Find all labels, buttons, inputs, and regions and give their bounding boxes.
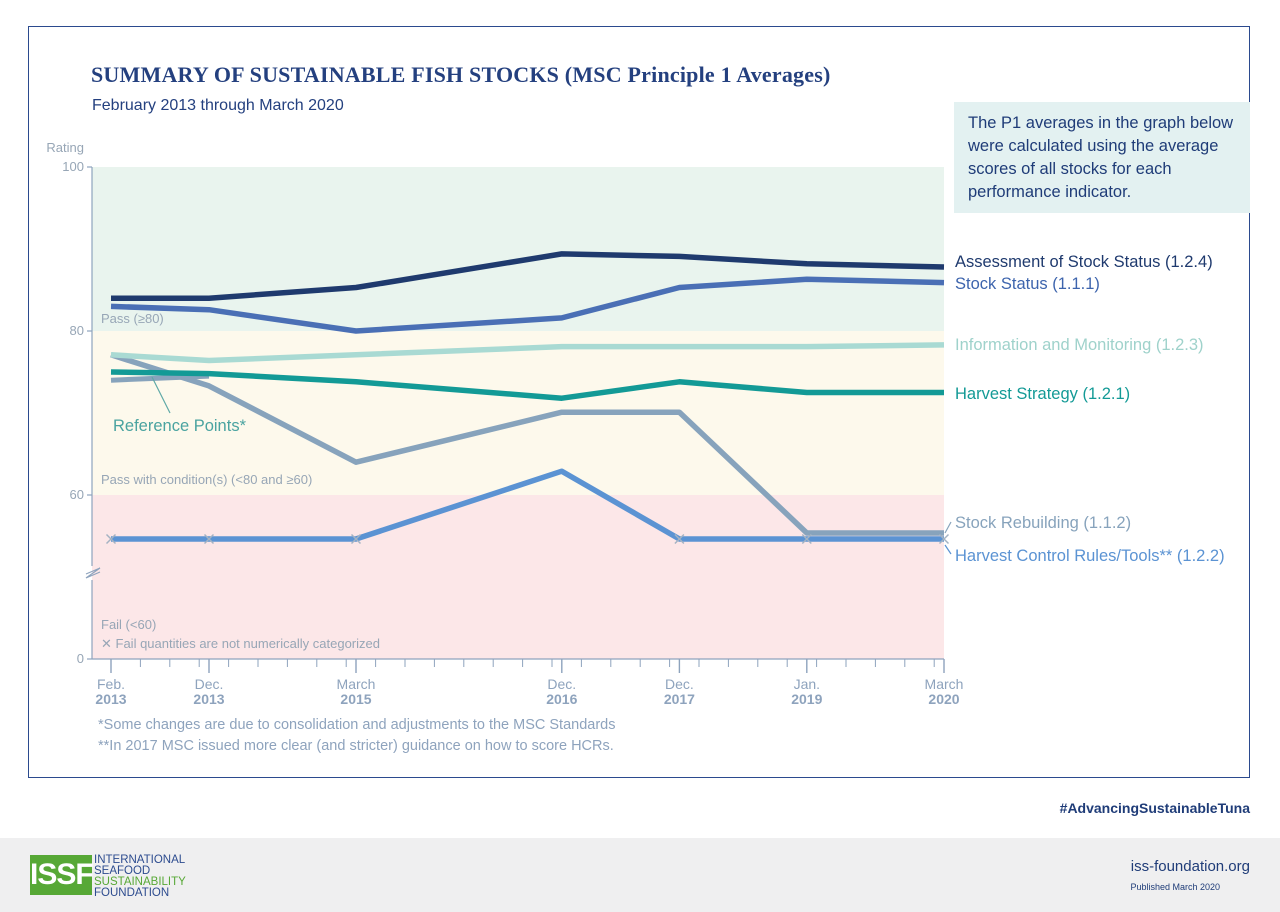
fail-marker: [203, 533, 215, 545]
rating-band: [92, 331, 944, 495]
label-connector: [151, 376, 171, 414]
y-tick-label: 80: [70, 323, 84, 338]
x-tick-label: 2013: [95, 691, 126, 707]
hashtag: #AdvancingSustainableTuna: [1059, 800, 1250, 816]
y-tick-label: 60: [70, 487, 84, 502]
issf-logo-mark: ISSF: [30, 855, 94, 895]
series-line: [110, 352, 944, 536]
x-tick-label: Feb.: [97, 676, 125, 692]
series-line: [110, 342, 945, 364]
rating-bands: Pass (≥80) Pass with condition(s) (<80 an…: [92, 167, 944, 659]
logo-text-line: INTERNATIONAL: [94, 854, 186, 866]
reference-points-label: Reference Points*: [113, 417, 247, 435]
x-tick-label: March: [337, 676, 376, 692]
x-tick-label: Jan.: [794, 676, 820, 692]
series-label: Stock Rebuilding (1.1.2): [955, 514, 1131, 532]
website-link[interactable]: iss-foundation.org: [1130, 858, 1250, 875]
x-tick-label: 2015: [340, 691, 371, 707]
x-tick-label: 2019: [791, 691, 822, 707]
chart-frame: [28, 26, 1250, 778]
band-label: Fail (<60): [101, 617, 156, 632]
series-line: [110, 369, 944, 401]
chart-axes: Rating10080600Feb.2013Dec.2013March2015D…: [46, 140, 963, 707]
logo-text-line: SEAFOOD: [94, 865, 151, 877]
series-label: Harvest Strategy (1.2.1): [955, 385, 1130, 403]
rating-band: [92, 495, 944, 659]
fail-marker: [674, 533, 685, 545]
fail-markers: [105, 533, 950, 545]
y-tick-label: 0: [77, 651, 84, 666]
fail-marker: [105, 533, 117, 545]
x-tick-label: 2013: [193, 691, 224, 707]
x-tick-label: 2020: [928, 691, 959, 707]
series-label: Assessment of Stock Status (1.2.4): [955, 253, 1213, 271]
band-label: Pass (≥80): [101, 311, 164, 326]
footer-bar: [0, 838, 1280, 912]
x-tick-label: Dec.: [547, 676, 576, 692]
x-tick-label: 2017: [664, 691, 695, 707]
x-tick-label: 2016: [546, 691, 577, 707]
y-tick-label: 100: [62, 159, 84, 174]
chart-labels: Assessment of Stock Status (1.2.4) Stock …: [113, 253, 1225, 565]
y-axis-label: Rating: [46, 140, 84, 155]
footnote-hcr-guidance: **In 2017 MSC issued more clear (and str…: [98, 738, 614, 754]
fail-marker: [938, 533, 950, 545]
logo-text-line: SUSTAINABILITY: [94, 876, 186, 888]
y-axis-break: [85, 567, 101, 579]
band-label: Pass with condition(s) (<80 and ≥60): [101, 472, 312, 487]
series-label: Harvest Control Rules/Tools** (1.2.2): [955, 547, 1225, 565]
label-connector: [944, 544, 952, 555]
series-label: Information and Monitoring (1.2.3): [955, 336, 1204, 354]
x-tick-label: Dec.: [665, 676, 694, 692]
x-tick-label: March: [925, 676, 964, 692]
footnote-consolidation: *Some changes are due to consolidation a…: [98, 717, 616, 733]
page-subtitle: February 2013 through March 2020: [92, 97, 344, 114]
page-title: SUMMARY OF SUSTAINABLE FISH STOCKS (MSC …: [91, 62, 831, 87]
fail-marker: [350, 533, 362, 545]
series-line: [111, 251, 945, 301]
published-date: Published March 2020: [1130, 882, 1220, 892]
series-label: Stock Status (1.1.1): [955, 275, 1100, 293]
series-line: [110, 276, 945, 334]
x-tick-label: Dec.: [195, 676, 224, 692]
fail-marker: [801, 533, 812, 545]
info-note: The P1 averages in the graph below were …: [954, 102, 1250, 213]
rating-band: [92, 167, 944, 331]
series-line: [110, 373, 210, 383]
logo-text-line: FOUNDATION: [94, 887, 170, 899]
fail-note: ✕ Fail quantities are not numerically ca…: [101, 636, 380, 651]
label-connector: [944, 521, 952, 534]
